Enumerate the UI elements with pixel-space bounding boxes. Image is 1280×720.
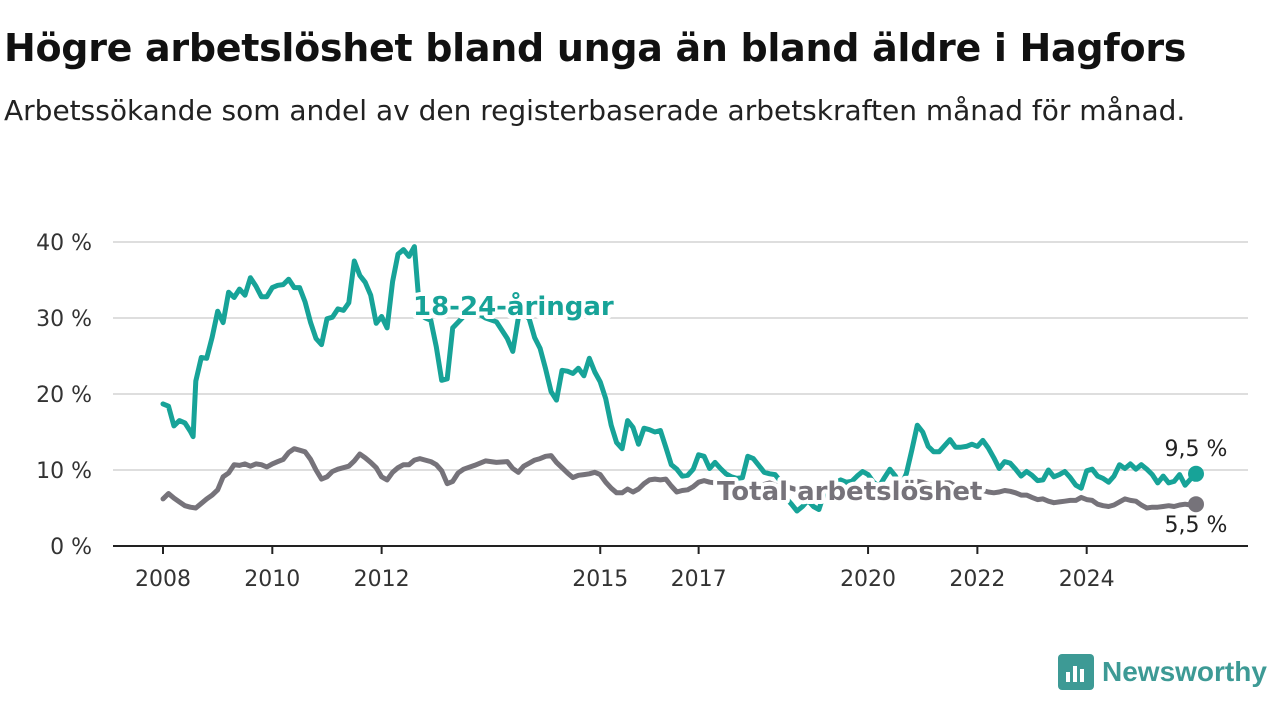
series-end-label: 5,5 % (1165, 513, 1228, 538)
newsworthy-logo: Newsworthy (1058, 654, 1267, 690)
series-line-1 (160, 446, 1199, 511)
x-tick-label: 2020 (840, 567, 896, 592)
series-name-halo: Total arbetslöshet (717, 477, 982, 507)
x-tick-label: 2010 (244, 567, 300, 592)
y-tick-label: 30 % (36, 307, 92, 332)
y-tick-label: 20 % (36, 383, 92, 408)
gridlines (113, 241, 1248, 471)
newsworthy-logo-icon (1058, 654, 1094, 690)
x-tick-label: 2015 (572, 567, 628, 592)
series-name-label: 18-24-åringar (413, 290, 614, 322)
y-axis-labels: 0 % 10 % 20 % 30 % 40 % (36, 231, 92, 560)
series-name-label: Total arbetslöshet (717, 477, 982, 507)
x-tick-label: 2024 (1059, 567, 1115, 592)
x-tick-label: 2022 (949, 567, 1005, 592)
y-tick-label: 10 % (36, 459, 92, 484)
brand-name: Newsworthy (1102, 656, 1267, 687)
series-lines (160, 244, 1204, 514)
y-tick-label: 40 % (36, 231, 92, 256)
series-end-point-1 (1188, 496, 1204, 513)
x-tick-label: 2008 (135, 567, 191, 592)
series-end-label: 9,5 % (1165, 437, 1228, 462)
y-tick-label: 0 % (50, 535, 92, 560)
series-end-point-0 (1188, 465, 1204, 482)
chart-title: Högre arbetslöshet bland unga än bland ä… (4, 26, 1187, 70)
x-tick-label: 2012 (354, 567, 410, 592)
x-tick-label: 2017 (671, 567, 727, 592)
series-name-halo: 18-24-åringar (413, 290, 614, 322)
x-axis: 2008 2010 2012 2015 2017 2020 2022 2024 (113, 545, 1248, 592)
series-line-0 (160, 244, 1199, 514)
chart-subtitle: Arbetssökande som andel av den registerb… (4, 94, 1186, 127)
